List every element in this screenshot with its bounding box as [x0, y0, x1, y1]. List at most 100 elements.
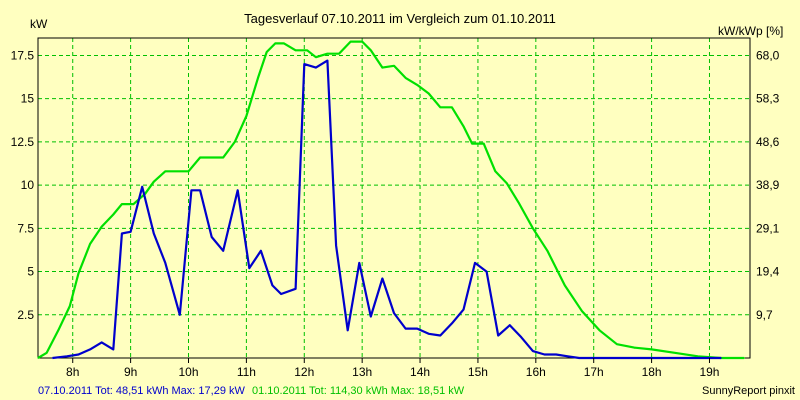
data-point-07.10.2011: [578, 357, 580, 359]
data-point-07.10.2011: [532, 350, 534, 352]
data-point-07.10.2011: [416, 328, 418, 330]
data-point-01.10.2011: [350, 41, 352, 43]
data-point-07.10.2011: [335, 245, 337, 247]
data-point-01.10.2011: [439, 106, 441, 108]
data-point-01.10.2011: [616, 343, 618, 345]
y-left-tick-label: 10: [21, 178, 35, 192]
data-point-07.10.2011: [393, 312, 395, 314]
data-point-01.10.2011: [245, 115, 247, 117]
data-point-07.10.2011: [497, 334, 499, 337]
data-point-01.10.2011: [37, 357, 39, 359]
data-point-01.10.2011: [306, 49, 308, 51]
data-point-01.10.2011: [483, 143, 485, 145]
data-point-01.10.2011: [164, 170, 166, 172]
data-point-01.10.2011: [69, 305, 71, 307]
y-left-tick-label: 12.5: [11, 135, 35, 149]
data-point-07.10.2011: [280, 293, 282, 295]
data-point-01.10.2011: [361, 41, 363, 43]
data-point-07.10.2011: [303, 63, 305, 65]
data-point-07.10.2011: [358, 262, 360, 264]
data-point-07.10.2011: [164, 262, 166, 264]
data-point-07.10.2011: [77, 353, 80, 356]
grid-lines: [38, 38, 750, 358]
data-point-01.10.2011: [295, 49, 297, 51]
data-point-01.10.2011: [153, 181, 155, 183]
data-point-07.10.2011: [271, 284, 273, 286]
data-point-01.10.2011: [266, 51, 268, 53]
data-point-01.10.2011: [199, 156, 201, 159]
data-point-01.10.2011: [338, 53, 340, 55]
data-point-01.10.2011: [274, 42, 276, 45]
data-point-07.10.2011: [462, 309, 465, 311]
data-point-01.10.2011: [57, 329, 59, 331]
footer-series1-summary: 07.10.2011 Tot: 48,51 kWh Max: 17,29 kW: [38, 385, 245, 397]
data-point-01.10.2011: [393, 65, 395, 67]
data-point-07.10.2011: [720, 357, 722, 359]
y-right-tick-label: 38,9: [756, 178, 780, 192]
data-point-07.10.2011: [237, 189, 239, 191]
data-point-07.10.2011: [315, 67, 317, 69]
y-right-tick-label: 9,7: [756, 308, 773, 322]
data-point-01.10.2011: [222, 156, 224, 159]
x-tick-label: 11h: [237, 365, 256, 379]
data-point-01.10.2011: [257, 77, 259, 79]
y-right-tick-label: 48,6: [756, 135, 780, 149]
data-point-07.10.2011: [639, 357, 641, 359]
footer-series2-summary: 01.10.2011 Tot: 114,30 kWh Max: 18,51 kW: [252, 385, 465, 397]
data-point-07.10.2011: [66, 355, 68, 357]
data-point-07.10.2011: [685, 357, 687, 359]
data-point-01.10.2011: [674, 352, 676, 354]
y-right-tick-label: 29,1: [756, 221, 780, 235]
data-point-07.10.2011: [703, 357, 705, 359]
data-point-01.10.2011: [283, 42, 285, 45]
x-tick-label: 14h: [410, 365, 430, 379]
data-point-01.10.2011: [405, 77, 407, 79]
y-left-tick-label: 5: [27, 265, 34, 279]
data-point-01.10.2011: [451, 106, 453, 108]
data-point-01.10.2011: [428, 92, 430, 95]
data-point-01.10.2011: [381, 67, 383, 69]
data-point-07.10.2011: [555, 353, 557, 356]
y-left-tick-label: 15: [21, 92, 35, 106]
data-point-01.10.2011: [315, 56, 317, 58]
data-point-07.10.2011: [51, 357, 54, 359]
data-point-07.10.2011: [112, 348, 114, 350]
data-point-01.10.2011: [132, 203, 135, 205]
data-point-07.10.2011: [211, 236, 213, 238]
y-left-tick-label: 17.5: [11, 48, 35, 62]
x-tick-label: 10h: [178, 365, 198, 379]
data-point-07.10.2011: [130, 231, 132, 233]
data-point-07.10.2011: [222, 250, 224, 252]
data-point-01.10.2011: [471, 143, 473, 145]
data-point-01.10.2011: [416, 84, 418, 86]
data-point-07.10.2011: [405, 328, 407, 330]
data-point-07.10.2011: [509, 324, 511, 326]
data-point-07.10.2011: [567, 355, 569, 357]
data-point-07.10.2011: [474, 262, 476, 264]
x-tick-label: 17h: [584, 365, 604, 379]
data-point-01.10.2011: [697, 355, 699, 357]
data-point-07.10.2011: [101, 341, 103, 343]
data-point-01.10.2011: [598, 329, 601, 331]
footer-summary: 07.10.2011 Tot: 48,51 kWh Max: 17,29 kW …: [38, 385, 465, 397]
data-point-01.10.2011: [46, 352, 48, 354]
data-point-01.10.2011: [517, 201, 520, 203]
data-point-07.10.2011: [668, 357, 670, 359]
data-point-01.10.2011: [208, 156, 210, 159]
data-point-07.10.2011: [248, 267, 250, 269]
data-point-07.10.2011: [347, 329, 349, 331]
x-tick-label: 8h: [66, 365, 79, 379]
data-point-01.10.2011: [89, 243, 91, 245]
data-point-01.10.2011: [187, 170, 190, 172]
data-point-07.10.2011: [89, 348, 91, 350]
data-point-07.10.2011: [381, 277, 383, 280]
data-point-07.10.2011: [624, 357, 627, 359]
data-point-01.10.2011: [101, 226, 103, 228]
x-tick-label: 13h: [352, 365, 372, 379]
x-tick-label: 16h: [526, 365, 546, 379]
data-point-07.10.2011: [179, 314, 181, 316]
data-point-01.10.2011: [743, 357, 745, 359]
data-point-07.10.2011: [601, 357, 604, 359]
y-left-tick-label: 2.5: [17, 308, 34, 322]
data-point-01.10.2011: [564, 284, 566, 286]
